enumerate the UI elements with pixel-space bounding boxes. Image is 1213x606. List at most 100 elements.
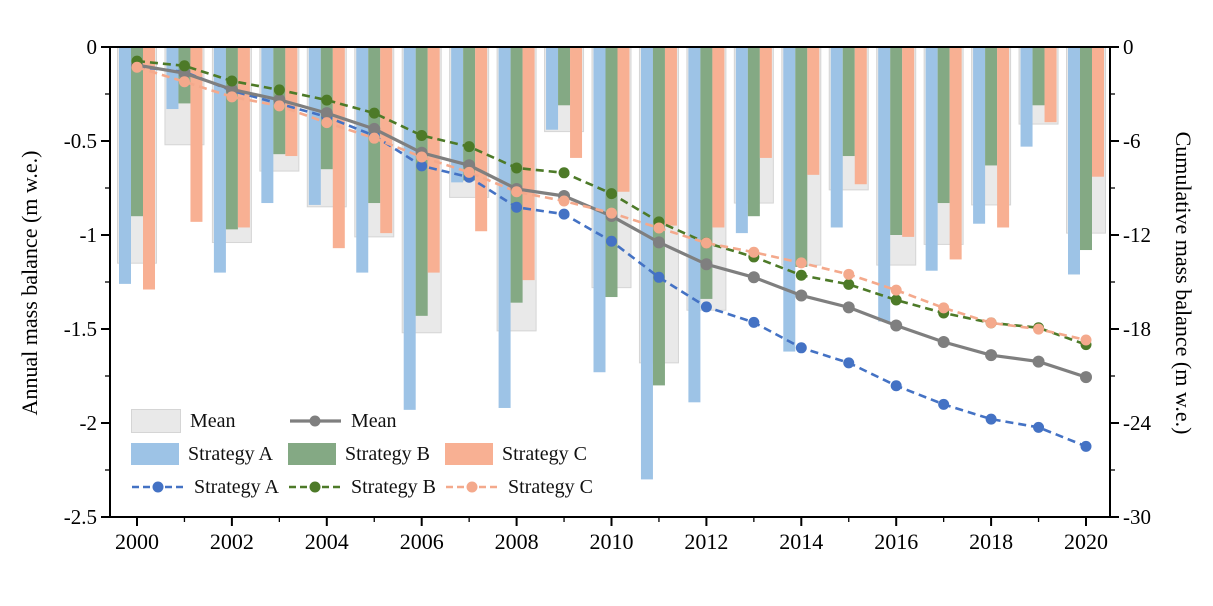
tick-label: -1: [80, 223, 98, 247]
bar-strategy-c: [664, 47, 677, 226]
bar-strategy-b: [225, 47, 238, 230]
marker: [463, 166, 475, 178]
marker: [938, 302, 950, 314]
tick-label: -6: [1123, 129, 1141, 153]
strategy-a-line-label: Strategy A: [194, 475, 279, 498]
marker: [795, 269, 807, 281]
marker: [985, 349, 998, 362]
marker: [843, 357, 855, 369]
bar-strategy-c: [380, 47, 393, 234]
strategy-c-bar-label: Strategy C: [502, 442, 587, 465]
strategy-b-line-sample: [289, 481, 342, 493]
bar-strategy-c: [854, 47, 867, 185]
tick-label: -18: [1123, 317, 1151, 341]
bar-strategy-a: [308, 47, 321, 205]
marker: [606, 207, 617, 219]
bar-strategy-c: [332, 47, 345, 249]
tick-label: 2012: [684, 529, 728, 554]
marker: [511, 162, 523, 174]
marker: [652, 236, 665, 249]
bar-strategy-b: [605, 47, 618, 298]
tick-label: -12: [1123, 223, 1151, 247]
bar-strategy-b: [795, 47, 808, 267]
bar-strategy-c: [427, 47, 440, 273]
marker: [226, 75, 238, 87]
marker: [606, 188, 617, 200]
marker: [321, 94, 333, 106]
marker: [321, 117, 333, 129]
marker: [653, 271, 665, 283]
marker: [938, 398, 950, 410]
marker: [985, 317, 997, 329]
markers-strategy-c: [131, 61, 1092, 346]
marker: [558, 195, 570, 207]
marker: [890, 294, 902, 306]
bar-strategy-a: [688, 47, 701, 403]
legend-item-bar-b: Strategy B: [288, 443, 445, 466]
legend-item-line-a: Strategy A: [131, 475, 288, 499]
bar-strategy-b: [937, 47, 950, 204]
tick-label: 2018: [969, 529, 1013, 554]
tick-label: 2006: [400, 529, 444, 554]
marker: [606, 235, 617, 247]
marker: [795, 257, 807, 269]
strategy-a-bar-swatch: [131, 443, 179, 465]
bar-strategy-a: [119, 47, 131, 284]
bar-strategy-a: [498, 47, 511, 408]
marker: [558, 167, 570, 179]
tick-label: -0.5: [64, 129, 97, 153]
legend-item-bar-a: Strategy A: [131, 443, 288, 466]
legend-row-mean: Mean Mean: [131, 408, 593, 434]
marker: [795, 342, 807, 354]
bar-strategy-b: [1080, 47, 1092, 251]
left-axis-title: Annual mass balance (m w.e.): [17, 150, 42, 416]
legend-item-mean-line: Mean: [288, 409, 397, 433]
marker: [700, 237, 712, 249]
tick-label: 0: [1123, 35, 1134, 59]
strategy-c-bar-swatch: [445, 443, 493, 465]
bar-strategy-c: [570, 47, 583, 158]
bar-strategy-c: [1044, 47, 1057, 123]
bar-strategy-b: [558, 47, 571, 106]
bar-strategy-a: [735, 47, 748, 234]
marker: [748, 246, 760, 258]
bar-strategy-c: [712, 47, 725, 228]
bar-strategy-b: [415, 47, 428, 316]
marker: [890, 380, 902, 392]
legend-row-bars: Strategy A Strategy B Strategy C: [131, 441, 593, 467]
bar-strategy-b: [652, 47, 665, 386]
legend-item-bar-c: Strategy C: [445, 443, 587, 466]
marker: [463, 141, 475, 153]
mean-line-sample: [290, 415, 341, 427]
marker: [653, 222, 665, 234]
bar-strategy-a: [451, 47, 464, 183]
axis-ticks: [101, 46, 1119, 526]
tick-label: -1.5: [64, 317, 97, 341]
bar-strategy-c: [617, 47, 630, 192]
bar-strategy-c: [475, 47, 488, 232]
marker: [226, 91, 238, 103]
marker: [1032, 355, 1045, 368]
bar-strategy-b: [1032, 47, 1045, 106]
tick-label: -2.5: [64, 505, 97, 529]
strategy-a-bar-label: Strategy A: [188, 442, 273, 465]
marker: [368, 122, 381, 135]
tick-label: 2010: [590, 529, 634, 554]
marker: [890, 319, 903, 332]
marker: [416, 130, 428, 142]
bar-strategy-a: [783, 47, 796, 352]
marker: [748, 316, 760, 328]
tick-label: 2000: [115, 529, 159, 554]
bar-strategy-a: [261, 47, 274, 204]
marker: [511, 201, 523, 213]
tick-label: 0: [87, 35, 98, 59]
strategy-a-line-sample: [132, 481, 185, 493]
strategy-b-bar-swatch: [288, 443, 336, 465]
marker: [842, 301, 855, 314]
strategy-b-line-label: Strategy B: [351, 475, 436, 498]
bar-strategy-a: [878, 47, 891, 322]
legend-item-line-b: Strategy B: [288, 475, 445, 499]
bar-strategy-a: [973, 47, 986, 224]
tick-label: 2016: [874, 529, 918, 554]
